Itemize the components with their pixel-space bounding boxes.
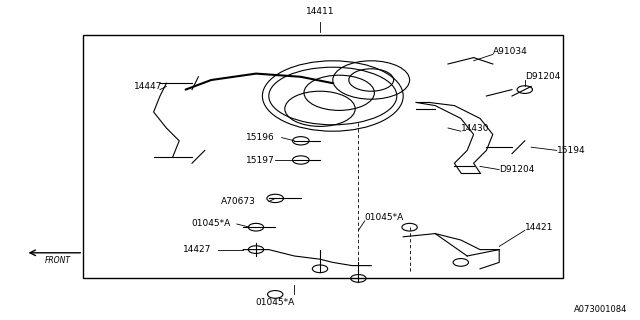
Text: 14427: 14427 [183,245,211,254]
Text: 14430: 14430 [461,124,490,132]
Text: 14447: 14447 [134,82,163,91]
Text: 01045*A: 01045*A [365,213,404,222]
Bar [83,35,563,278]
Text: 14411: 14411 [306,7,334,16]
Text: D91204: D91204 [525,72,560,81]
Text: 15194: 15194 [557,146,586,155]
Text: D91204: D91204 [499,165,534,174]
Text: 01045*A: 01045*A [191,220,230,228]
Text: A91034: A91034 [493,47,527,56]
Text: 14421: 14421 [525,223,553,232]
Text: 15196: 15196 [246,133,275,142]
Text: FRONT: FRONT [45,256,70,265]
Text: A073001084: A073001084 [574,305,627,314]
Text: A70673: A70673 [221,197,256,206]
Text: 15197: 15197 [246,156,275,164]
Text: 01045*A: 01045*A [255,298,295,307]
